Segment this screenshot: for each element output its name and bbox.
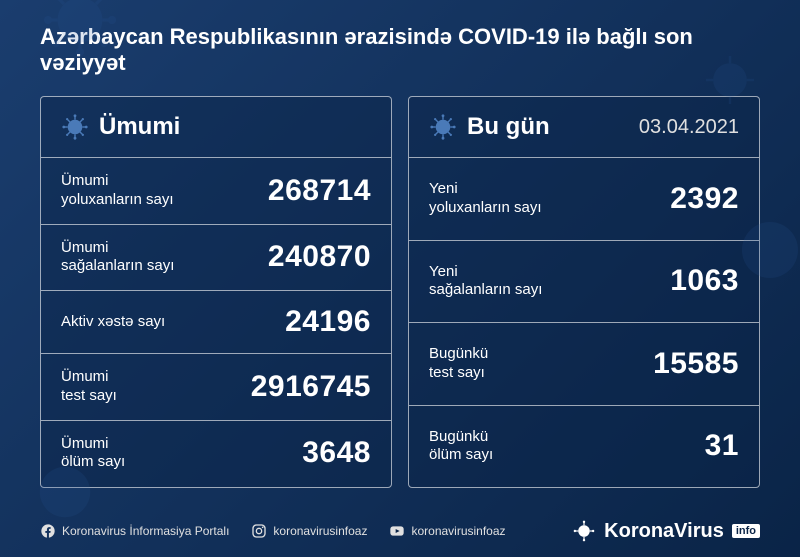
stat-label: Ümumi yoluxanların sayı xyxy=(61,172,174,210)
social-links: Koronavirus İnformasiya Portalı koronavi… xyxy=(40,523,506,539)
panel-total: Ümumi Ümumi yoluxanların sayı 268714 Ümu… xyxy=(40,96,392,488)
stat-row: Ümumi ölüm sayı 3648 xyxy=(41,421,391,487)
stat-value: 31 xyxy=(705,429,739,463)
stat-value: 2392 xyxy=(670,182,739,216)
youtube-label: koronavirusinfoaz xyxy=(411,524,505,538)
virus-icon xyxy=(572,519,596,543)
virus-icon xyxy=(61,113,89,141)
stat-row: Ümumi yoluxanların sayı 268714 xyxy=(41,158,391,225)
page-title: Azərbaycan Respublikasının ərazisində CO… xyxy=(40,24,760,76)
stat-row: Aktiv xəstə sayı 24196 xyxy=(41,291,391,354)
header: Azərbaycan Respublikasının ərazisində CO… xyxy=(0,0,800,88)
facebook-link[interactable]: Koronavirus İnformasiya Portalı xyxy=(40,523,229,539)
brand-suffix: info xyxy=(732,524,760,538)
youtube-icon xyxy=(389,523,405,539)
stat-value: 24196 xyxy=(285,305,371,339)
stat-row: Bugünkü ölüm sayı 31 xyxy=(409,406,759,488)
panel-today-header: Bu gün 03.04.2021 xyxy=(409,97,759,158)
youtube-link[interactable]: koronavirusinfoaz xyxy=(389,523,505,539)
stat-label: Yeni yoluxanların sayı xyxy=(429,180,542,218)
stat-label: Bugünkü test sayı xyxy=(429,345,488,383)
facebook-label: Koronavirus İnformasiya Portalı xyxy=(62,524,229,538)
stat-label: Ümumi sağalanların sayı xyxy=(61,239,174,277)
panel-today: Bu gün 03.04.2021 Yeni yoluxanların sayı… xyxy=(408,96,760,488)
stat-row: Yeni yoluxanların sayı 2392 xyxy=(409,158,759,241)
brand-name: KoronaVirus xyxy=(604,520,724,543)
main-container: Ümumi Ümumi yoluxanların sayı 268714 Ümu… xyxy=(0,88,800,488)
stat-row: Bugünkü test sayı 15585 xyxy=(409,323,759,406)
stat-row: Ümumi sağalanların sayı 240870 xyxy=(41,225,391,292)
stat-row: Yeni sağalanların sayı 1063 xyxy=(409,241,759,324)
stat-label: Bugünkü ölüm sayı xyxy=(429,428,493,466)
stat-value: 2916745 xyxy=(251,370,371,404)
stat-value: 3648 xyxy=(302,436,371,470)
stat-row: Ümumi test sayı 2916745 xyxy=(41,354,391,421)
stat-value: 268714 xyxy=(268,174,371,208)
instagram-icon xyxy=(251,523,267,539)
footer: Koronavirus İnformasiya Portalı koronavi… xyxy=(0,509,800,557)
instagram-link[interactable]: koronavirusinfoaz xyxy=(251,523,367,539)
panel-total-title: Ümumi xyxy=(99,113,180,141)
stat-label: Ümumi test sayı xyxy=(61,368,117,406)
stat-value: 1063 xyxy=(670,264,739,298)
stat-label: Ümumi ölüm sayı xyxy=(61,435,125,473)
facebook-icon xyxy=(40,523,56,539)
panel-today-title: Bu gün xyxy=(467,113,550,141)
virus-icon xyxy=(429,113,457,141)
instagram-label: koronavirusinfoaz xyxy=(273,524,367,538)
stat-value: 15585 xyxy=(653,347,739,381)
panel-total-header: Ümumi xyxy=(41,97,391,158)
stat-label: Yeni sağalanların sayı xyxy=(429,263,542,301)
panel-today-date: 03.04.2021 xyxy=(639,116,739,139)
stat-label: Aktiv xəstə sayı xyxy=(61,313,165,332)
stat-value: 240870 xyxy=(268,240,371,274)
brand: KoronaVirus info xyxy=(572,519,760,543)
